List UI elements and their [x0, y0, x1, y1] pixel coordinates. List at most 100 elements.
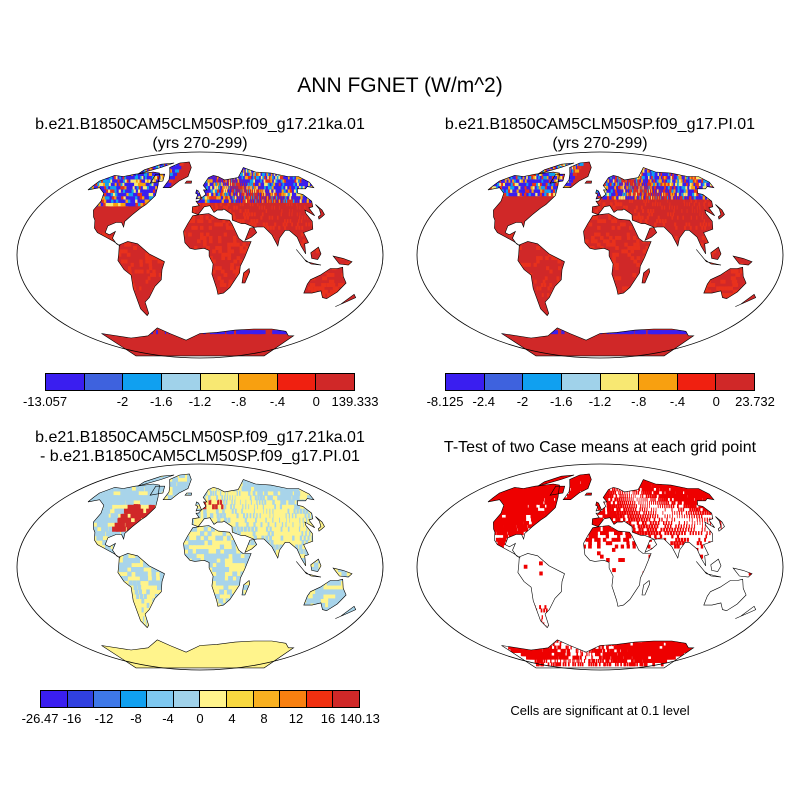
- coastline-northAmerica: [87, 483, 160, 559]
- colorbar-tick-label: -.4: [269, 394, 286, 409]
- coastline-antarctica: [501, 327, 695, 357]
- coastline-greenland: [562, 161, 592, 188]
- colorbar-tick-label: -1.2: [588, 394, 612, 409]
- panel-title-bottom-left: b.e21.B1850CAM5CLM50SP.f09_g17.21ka.01 -…: [0, 428, 400, 466]
- colorbar-swatch: [173, 691, 201, 707]
- coastline-madagascar: [641, 579, 651, 596]
- coastline-africa: [183, 213, 252, 295]
- coastline-greenland: [562, 473, 592, 500]
- globe-outline: [416, 463, 784, 671]
- coastline-eurasia: [191, 167, 315, 255]
- coastline-baffin: [149, 173, 166, 184]
- colorbar-tick-label: -12: [94, 711, 114, 726]
- colorbar-swatch: [561, 374, 601, 390]
- colorbar-21ka-labels: -13.057 -2 -1.6 -1.2 -.8 -.4 0 139.333: [23, 394, 379, 410]
- coastlines: [487, 473, 757, 669]
- coastline-africa: [583, 525, 652, 607]
- colorbar-swatch: [67, 691, 95, 707]
- panel-title-top-right-line1: b.e21.B1850CAM5CLM50SP.f09_g17.PI.01: [444, 116, 756, 133]
- colorbar-tick-label: 140.13: [340, 711, 380, 726]
- colorbar-swatch: [94, 691, 121, 707]
- colorbar-tick-label: 0: [196, 711, 204, 726]
- coastline-indonesia: [696, 249, 722, 266]
- coastline-madagascar: [241, 267, 251, 284]
- panel-title-top-left: b.e21.B1850CAM5CLM50SP.f09_g17.21ka.01 (…: [0, 115, 400, 153]
- colorbar-tick-label: 12: [288, 711, 304, 726]
- coastline-borneo: [310, 246, 322, 260]
- colorbar-swatch: [84, 374, 124, 390]
- colorbar-tick-label: -8: [130, 711, 142, 726]
- colorbar-tick-label: 139.333: [331, 394, 379, 409]
- colorbar-swatch: [239, 374, 278, 390]
- coastline-eurasia: [191, 479, 315, 567]
- coastline-eurasia: [591, 479, 715, 567]
- colorbar-tick-label: -.4: [669, 394, 686, 409]
- coastline-iceland: [584, 492, 592, 496]
- coastline-japan: [715, 516, 725, 532]
- coastline-newZealand: [735, 293, 757, 307]
- coastline-iceland: [184, 180, 192, 184]
- coastline-iceland: [184, 492, 192, 496]
- coastline-greenland: [162, 473, 192, 500]
- colorbar-tick-label: -2.4: [472, 394, 495, 409]
- globe-outline: [16, 151, 384, 359]
- colorbar-swatch: [600, 374, 640, 390]
- colorbar-swatch: [147, 691, 174, 707]
- coastline-baffin: [549, 485, 566, 496]
- globe-background: [417, 464, 783, 670]
- coastline-madagascar: [241, 579, 251, 596]
- globe-background: [417, 152, 783, 358]
- colorbar-tick-label: -.8: [631, 394, 647, 409]
- coastline-borneo: [310, 558, 322, 572]
- colorbar-swatch: [280, 691, 307, 707]
- coastlines: [87, 161, 357, 357]
- coastlines: [87, 473, 357, 669]
- coastline-borneo: [710, 246, 722, 260]
- coastline-uk: [195, 501, 202, 512]
- coastline-uk: [595, 189, 602, 200]
- coastline-southAmerica: [117, 241, 165, 317]
- colorbar-tick-label: -1.2: [188, 394, 212, 409]
- colorbar-swatch: [227, 691, 254, 707]
- coastline-madagascar: [641, 267, 651, 284]
- colorbar-swatch: [639, 374, 678, 390]
- colorbar-swatch: [677, 374, 717, 390]
- figure-title: ANN FGNET (W/m^2): [297, 74, 503, 97]
- significance-note: Cells are significant at 0.1 level: [510, 703, 690, 718]
- colorbar-pi: [445, 373, 755, 391]
- panel-title-top-right-line2: (yrs 270-299): [552, 135, 648, 152]
- globe-outline: [416, 151, 784, 359]
- coastline-antarctica: [101, 639, 295, 669]
- colorbar-difference: [40, 690, 360, 708]
- coastline-greenland: [162, 161, 192, 188]
- globe-outline: [16, 463, 384, 671]
- coastline-newGuinea: [732, 255, 753, 266]
- coastline-africa: [583, 213, 652, 295]
- panel-title-bottom-left-line2: - b.e21.B1850CAM5CLM50SP.f09_g17.PI.01: [40, 448, 360, 465]
- colorbar-tick-label: -26.47: [21, 711, 59, 726]
- coastline-northAmerica: [487, 171, 560, 247]
- coastline-newGuinea: [332, 255, 353, 266]
- colorbar-swatch: [716, 374, 754, 390]
- panel-title-top-right: b.e21.B1850CAM5CLM50SP.f09_g17.PI.01 (yr…: [400, 115, 800, 153]
- coastlines: [487, 161, 757, 357]
- colorbar-tick-label: 16: [320, 711, 336, 726]
- colorbar-swatch: [523, 374, 562, 390]
- coastline-arcticIsl: [137, 162, 175, 175]
- colorbar-tick-label: -16: [62, 711, 82, 726]
- colorbar-tick-label: 8: [260, 711, 268, 726]
- coastline-southAmerica: [517, 553, 565, 629]
- colorbar-swatch: [316, 374, 354, 390]
- panel-title-top-left-line1: b.e21.B1850CAM5CLM50SP.f09_g17.21ka.01: [35, 116, 365, 133]
- panel-title-bottom-left-line1: b.e21.B1850CAM5CLM50SP.f09_g17.21ka.01: [35, 429, 365, 446]
- colorbar-swatch: [446, 374, 485, 390]
- colorbar-tick-label: 0: [312, 394, 320, 409]
- panel-title-bottom-right: T-Test of two Case means at each grid po…: [443, 439, 757, 456]
- coastline-arcticIsl: [537, 162, 575, 175]
- colorbar-tick-label: -13.057: [22, 394, 68, 409]
- colorbar-swatch: [161, 374, 201, 390]
- coastline-uk: [595, 501, 602, 512]
- colorbar-tick-label: 23.732: [735, 394, 775, 409]
- colorbar-swatch: [306, 691, 334, 707]
- coastline-indonesia: [296, 561, 322, 578]
